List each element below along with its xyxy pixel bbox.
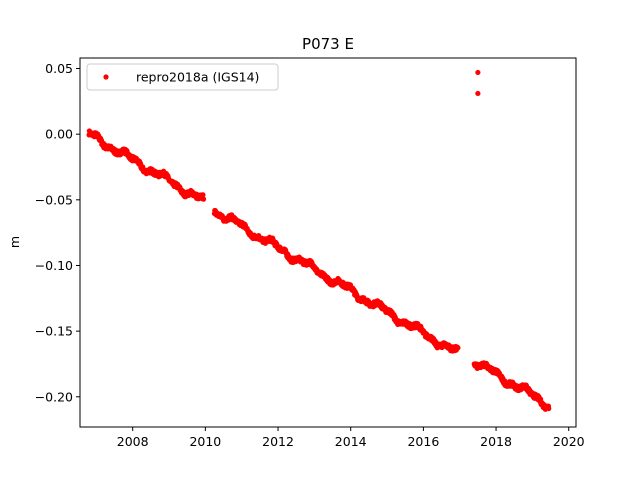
x-tick-label: 2014 <box>335 434 367 449</box>
data-points <box>86 69 552 412</box>
x-tick-label: 2018 <box>480 434 512 449</box>
y-tick-label: −0.15 <box>35 324 73 339</box>
y-axis-label: m <box>7 236 22 248</box>
y-tick-label: −0.20 <box>35 389 73 404</box>
outlier-point <box>475 69 481 76</box>
x-tick-label: 2008 <box>117 434 149 449</box>
data-point <box>546 405 552 412</box>
y-tick-label: −0.10 <box>35 258 73 273</box>
x-axis-ticks: 2008 2010 2012 2014 2016 2018 2020 <box>117 427 585 449</box>
x-tick-label: 2020 <box>553 434 585 449</box>
legend-label: repro2018a (IGS14) <box>136 70 259 85</box>
x-tick-label: 2012 <box>262 434 294 449</box>
y-axis-ticks: 0.05 0.00 −0.05 −0.10 −0.15 −0.20 <box>35 61 80 404</box>
x-tick-label: 2010 <box>189 434 221 449</box>
outlier-point <box>475 90 481 97</box>
legend-box <box>86 63 279 91</box>
data-point <box>455 345 461 351</box>
y-tick-label: 0.05 <box>45 61 73 76</box>
y-tick-label: 0.00 <box>45 127 73 142</box>
y-tick-label: −0.05 <box>35 192 73 207</box>
plot-frame <box>79 57 577 428</box>
legend: repro2018a (IGS14) <box>86 63 279 91</box>
data-point <box>200 196 207 202</box>
chart-title: P073 E <box>302 35 354 53</box>
data-point <box>200 192 206 198</box>
legend-marker <box>103 74 109 80</box>
x-tick-label: 2016 <box>407 434 439 449</box>
